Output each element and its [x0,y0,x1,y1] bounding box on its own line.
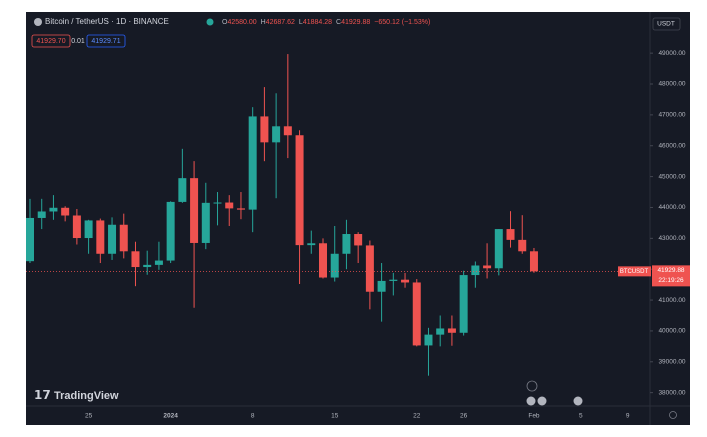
candle-body [529,251,538,272]
sell-price: 41929.70 [36,38,65,45]
y-tick-label: 48000.00 [658,81,685,88]
candle-body [365,245,374,292]
x-tick-label: 8 [251,413,255,420]
candle-body [154,260,163,265]
event-flag[interactable] [573,396,583,406]
price-label: 41929.88 [657,267,684,274]
price-tag-symbol: BTCUSDT [620,269,649,275]
brand-logo: 𝟭𝟳 [34,388,51,402]
y-tick-label: 44000.00 [658,204,685,211]
candle-body [84,220,93,239]
candle-body [483,265,492,269]
brand-name[interactable]: TradingView [54,390,119,402]
candle-body [248,116,257,210]
candle-body [471,265,480,276]
candle-body [377,280,386,292]
candle-body [283,126,292,136]
x-tick-label: 9 [626,413,630,420]
ohlc-change: −650.12 (−1.53%) [374,19,430,26]
candle-body [295,135,304,246]
buy-box[interactable] [86,34,126,48]
ohlc-label: O [222,19,228,26]
y-tick-label: 47000.00 [658,112,685,119]
candle-body [225,202,234,209]
candle-body [401,279,410,283]
currency-box[interactable] [652,17,681,31]
candle-body [424,334,433,346]
candle-body [166,201,175,261]
candle-body [506,229,515,240]
ohlc-value: 42687.62 [266,19,295,26]
candle-body [178,178,187,202]
chart-background [26,12,690,425]
ohlc-label: C [336,19,341,26]
y-tick-label: 41000.00 [658,297,685,304]
candle-body [412,282,421,346]
ohlc-value: 41929.88 [341,19,370,26]
ohlc-value: 41884.28 [303,19,332,26]
sell-box[interactable] [31,34,71,48]
candle-body [447,328,456,333]
candle-body [494,229,503,269]
candle-body [260,116,269,143]
candle-body [459,275,468,333]
buy-price: 41929.71 [91,38,120,45]
candle-body [72,215,81,239]
spread: 0.01 [71,38,85,45]
candle-body [201,202,210,243]
ohlc-label: H [261,19,266,26]
y-tick-label: 46000.00 [658,142,685,149]
candle-body [330,253,339,278]
ohlc-label: L [299,19,303,26]
candle-body [61,207,70,216]
event-flag[interactable] [526,396,536,406]
countdown: 22:19:26 [658,277,684,284]
candle-body [307,243,316,246]
x-tick-label: 22 [413,413,421,420]
candle-body [190,178,199,243]
event-flag[interactable] [537,396,547,406]
candle-body [119,224,128,252]
x-tick-label: 2024 [163,413,178,420]
x-tick-label: 25 [85,413,93,420]
x-tick-label: 15 [331,413,339,420]
ohlc-legend: O42580.00 H42687.62 L41884.28 C41929.88 −650… [222,19,430,26]
x-tick-label: Feb [528,413,540,420]
symbol-title[interactable]: Bitcoin / TetherUS · 1D · BINANCE [45,17,169,26]
candle-body [131,251,140,268]
candle-body [436,328,445,335]
currency: USDT [657,21,675,28]
ohlc-value: 42580.00 [227,19,256,26]
y-tick-label: 40000.00 [658,328,685,335]
candle-body [319,243,327,278]
y-tick-label: 43000.00 [658,235,685,242]
event-icon[interactable] [526,380,538,392]
market-status [206,18,214,26]
x-tick-label: 26 [460,413,468,420]
candle-body [143,264,152,268]
candle-body [26,217,34,262]
candle-body [37,211,46,218]
x-tick-label: 5 [579,413,583,420]
y-tick-label: 49000.00 [658,50,685,57]
candle-body [518,239,527,252]
candle-body [236,208,245,210]
symbol-icon [34,18,42,26]
y-tick-label: 45000.00 [658,173,685,180]
settings-icon[interactable] [669,411,677,419]
y-tick-label: 38000.00 [658,389,685,396]
price-tag [618,266,651,277]
price-label-box [652,265,690,287]
candle-body [389,279,398,281]
candle-body [108,224,117,254]
candle-body [272,126,281,143]
candle-body [96,220,105,254]
candle-body [213,202,222,204]
candle-body [354,234,363,246]
y-tick-label: 39000.00 [658,359,685,366]
candle-body [342,234,351,254]
candle-body [49,207,58,212]
